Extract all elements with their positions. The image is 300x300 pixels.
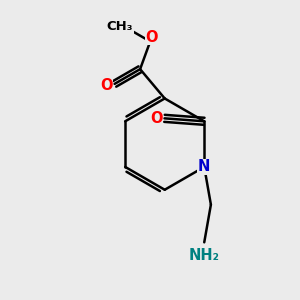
- Text: O: O: [100, 78, 112, 93]
- Text: NH₂: NH₂: [189, 248, 220, 263]
- Text: N: N: [198, 159, 210, 174]
- Text: O: O: [146, 30, 158, 45]
- Text: CH₃: CH₃: [106, 20, 133, 33]
- Text: O: O: [150, 111, 163, 126]
